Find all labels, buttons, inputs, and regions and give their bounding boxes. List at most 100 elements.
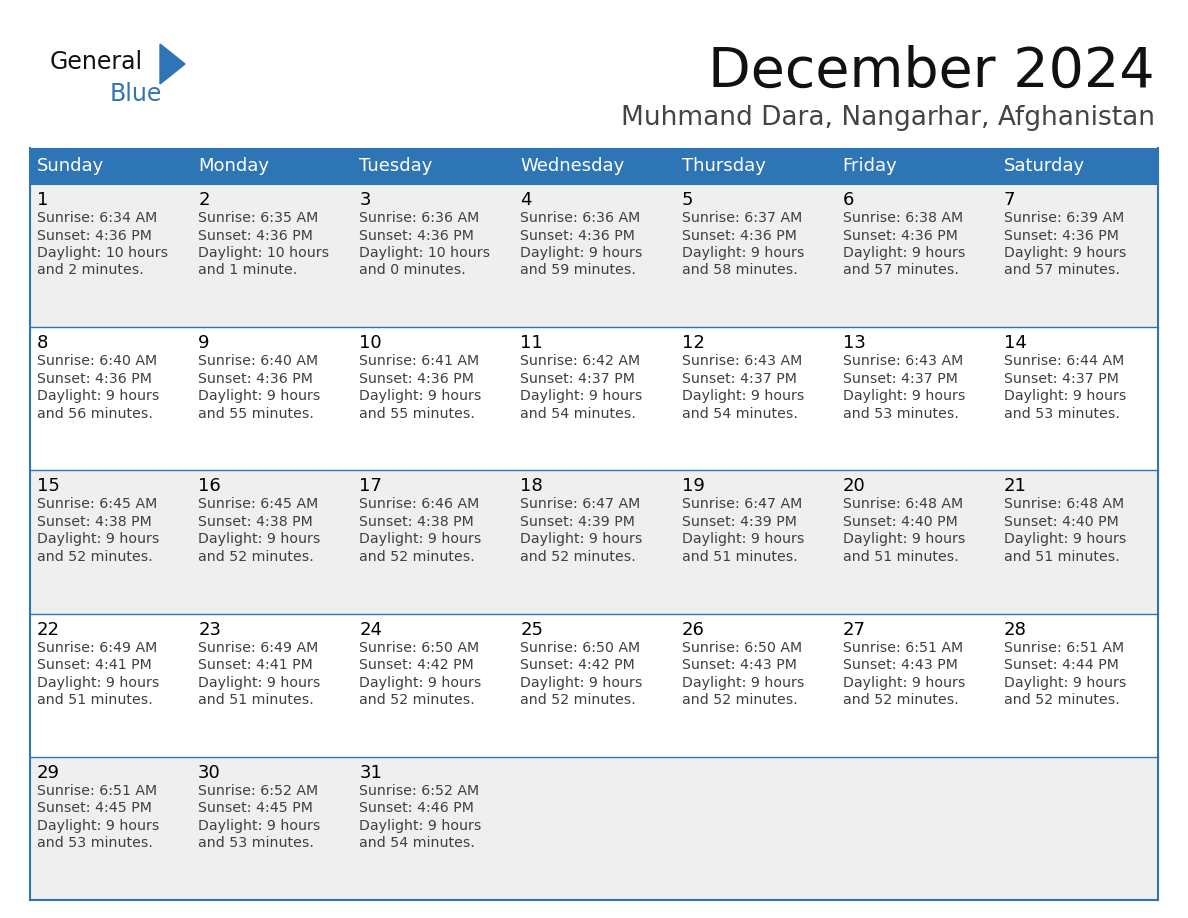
Text: Daylight: 9 hours: Daylight: 9 hours bbox=[1004, 676, 1126, 689]
Text: 11: 11 bbox=[520, 334, 543, 353]
Text: Daylight: 9 hours: Daylight: 9 hours bbox=[1004, 246, 1126, 260]
Text: Sunset: 4:36 PM: Sunset: 4:36 PM bbox=[682, 229, 796, 242]
Text: Sunrise: 6:52 AM: Sunrise: 6:52 AM bbox=[359, 784, 480, 798]
Text: Sunset: 4:36 PM: Sunset: 4:36 PM bbox=[37, 372, 152, 386]
Text: Sunset: 4:41 PM: Sunset: 4:41 PM bbox=[198, 658, 312, 672]
Text: and 52 minutes.: and 52 minutes. bbox=[520, 693, 637, 707]
Text: Sunset: 4:39 PM: Sunset: 4:39 PM bbox=[520, 515, 636, 529]
Text: Sunrise: 6:45 AM: Sunrise: 6:45 AM bbox=[198, 498, 318, 511]
Text: Wednesday: Wednesday bbox=[520, 157, 625, 175]
Bar bbox=[30, 327, 1158, 470]
Text: Sunrise: 6:48 AM: Sunrise: 6:48 AM bbox=[1004, 498, 1124, 511]
Text: 31: 31 bbox=[359, 764, 383, 782]
Text: and 54 minutes.: and 54 minutes. bbox=[682, 407, 797, 420]
Text: Sunrise: 6:47 AM: Sunrise: 6:47 AM bbox=[682, 498, 802, 511]
Text: Sunrise: 6:50 AM: Sunrise: 6:50 AM bbox=[682, 641, 802, 655]
Text: 28: 28 bbox=[1004, 621, 1026, 639]
Text: Sunset: 4:39 PM: Sunset: 4:39 PM bbox=[682, 515, 796, 529]
Text: Daylight: 9 hours: Daylight: 9 hours bbox=[842, 389, 965, 403]
Text: Thursday: Thursday bbox=[682, 157, 765, 175]
Text: and 52 minutes.: and 52 minutes. bbox=[198, 550, 314, 564]
Text: 5: 5 bbox=[682, 191, 693, 209]
Text: Daylight: 9 hours: Daylight: 9 hours bbox=[37, 389, 159, 403]
Text: Daylight: 9 hours: Daylight: 9 hours bbox=[359, 676, 481, 689]
Text: Daylight: 9 hours: Daylight: 9 hours bbox=[842, 532, 965, 546]
Text: 8: 8 bbox=[37, 334, 49, 353]
Text: Tuesday: Tuesday bbox=[359, 157, 432, 175]
Text: and 53 minutes.: and 53 minutes. bbox=[1004, 407, 1120, 420]
Text: Sunset: 4:45 PM: Sunset: 4:45 PM bbox=[37, 801, 152, 815]
Polygon shape bbox=[160, 44, 185, 84]
Text: and 51 minutes.: and 51 minutes. bbox=[198, 693, 314, 707]
Text: and 52 minutes.: and 52 minutes. bbox=[842, 693, 959, 707]
Text: 21: 21 bbox=[1004, 477, 1026, 496]
Text: Sunrise: 6:39 AM: Sunrise: 6:39 AM bbox=[1004, 211, 1124, 225]
Text: 13: 13 bbox=[842, 334, 866, 353]
Text: 1: 1 bbox=[37, 191, 49, 209]
Text: Sunrise: 6:51 AM: Sunrise: 6:51 AM bbox=[37, 784, 157, 798]
Text: Sunrise: 6:49 AM: Sunrise: 6:49 AM bbox=[198, 641, 318, 655]
Text: Sunrise: 6:43 AM: Sunrise: 6:43 AM bbox=[842, 354, 963, 368]
Text: Sunset: 4:36 PM: Sunset: 4:36 PM bbox=[359, 229, 474, 242]
Text: Sunrise: 6:44 AM: Sunrise: 6:44 AM bbox=[1004, 354, 1124, 368]
Text: 2: 2 bbox=[198, 191, 209, 209]
Text: Daylight: 9 hours: Daylight: 9 hours bbox=[37, 676, 159, 689]
Text: Daylight: 9 hours: Daylight: 9 hours bbox=[520, 246, 643, 260]
Text: Sunset: 4:41 PM: Sunset: 4:41 PM bbox=[37, 658, 152, 672]
Text: Sunset: 4:38 PM: Sunset: 4:38 PM bbox=[198, 515, 312, 529]
Text: 20: 20 bbox=[842, 477, 866, 496]
Text: Sunrise: 6:42 AM: Sunrise: 6:42 AM bbox=[520, 354, 640, 368]
Text: Sunrise: 6:37 AM: Sunrise: 6:37 AM bbox=[682, 211, 802, 225]
Text: 22: 22 bbox=[37, 621, 61, 639]
Text: Sunset: 4:36 PM: Sunset: 4:36 PM bbox=[359, 372, 474, 386]
Text: Sunrise: 6:48 AM: Sunrise: 6:48 AM bbox=[842, 498, 962, 511]
Text: Sunset: 4:36 PM: Sunset: 4:36 PM bbox=[842, 229, 958, 242]
Text: Sunrise: 6:34 AM: Sunrise: 6:34 AM bbox=[37, 211, 157, 225]
Text: Sunrise: 6:51 AM: Sunrise: 6:51 AM bbox=[842, 641, 962, 655]
Text: and 53 minutes.: and 53 minutes. bbox=[842, 407, 959, 420]
Text: and 52 minutes.: and 52 minutes. bbox=[359, 550, 475, 564]
Text: Sunrise: 6:38 AM: Sunrise: 6:38 AM bbox=[842, 211, 962, 225]
Text: Sunrise: 6:36 AM: Sunrise: 6:36 AM bbox=[359, 211, 480, 225]
Text: Daylight: 10 hours: Daylight: 10 hours bbox=[198, 246, 329, 260]
Text: Daylight: 10 hours: Daylight: 10 hours bbox=[37, 246, 169, 260]
Bar bbox=[30, 470, 1158, 613]
Text: and 55 minutes.: and 55 minutes. bbox=[198, 407, 314, 420]
Text: 10: 10 bbox=[359, 334, 381, 353]
Text: 14: 14 bbox=[1004, 334, 1026, 353]
Text: Daylight: 9 hours: Daylight: 9 hours bbox=[682, 246, 804, 260]
Text: Sunrise: 6:52 AM: Sunrise: 6:52 AM bbox=[198, 784, 318, 798]
Text: Daylight: 9 hours: Daylight: 9 hours bbox=[520, 389, 643, 403]
Text: Sunrise: 6:35 AM: Sunrise: 6:35 AM bbox=[198, 211, 318, 225]
Text: and 52 minutes.: and 52 minutes. bbox=[520, 550, 637, 564]
Text: and 52 minutes.: and 52 minutes. bbox=[682, 693, 797, 707]
Text: Daylight: 9 hours: Daylight: 9 hours bbox=[198, 532, 321, 546]
Text: Daylight: 9 hours: Daylight: 9 hours bbox=[842, 246, 965, 260]
Text: 25: 25 bbox=[520, 621, 543, 639]
Text: Daylight: 9 hours: Daylight: 9 hours bbox=[842, 676, 965, 689]
Text: Daylight: 10 hours: Daylight: 10 hours bbox=[359, 246, 491, 260]
Text: Monday: Monday bbox=[198, 157, 270, 175]
Text: 15: 15 bbox=[37, 477, 59, 496]
Text: Sunset: 4:42 PM: Sunset: 4:42 PM bbox=[359, 658, 474, 672]
Text: Sunset: 4:38 PM: Sunset: 4:38 PM bbox=[37, 515, 152, 529]
Text: Sunday: Sunday bbox=[37, 157, 105, 175]
Text: and 52 minutes.: and 52 minutes. bbox=[359, 693, 475, 707]
Text: and 1 minute.: and 1 minute. bbox=[198, 263, 297, 277]
Text: Daylight: 9 hours: Daylight: 9 hours bbox=[359, 532, 481, 546]
Bar bbox=[30, 756, 1158, 900]
Text: Sunset: 4:42 PM: Sunset: 4:42 PM bbox=[520, 658, 636, 672]
Text: 24: 24 bbox=[359, 621, 383, 639]
Text: 27: 27 bbox=[842, 621, 866, 639]
Text: 19: 19 bbox=[682, 477, 704, 496]
Text: Muhmand Dara, Nangarhar, Afghanistan: Muhmand Dara, Nangarhar, Afghanistan bbox=[621, 105, 1155, 131]
Text: 4: 4 bbox=[520, 191, 532, 209]
Text: Sunset: 4:37 PM: Sunset: 4:37 PM bbox=[1004, 372, 1119, 386]
Text: Sunset: 4:45 PM: Sunset: 4:45 PM bbox=[198, 801, 312, 815]
Text: Daylight: 9 hours: Daylight: 9 hours bbox=[682, 532, 804, 546]
Text: Daylight: 9 hours: Daylight: 9 hours bbox=[198, 389, 321, 403]
Text: Sunrise: 6:46 AM: Sunrise: 6:46 AM bbox=[359, 498, 480, 511]
Text: Daylight: 9 hours: Daylight: 9 hours bbox=[359, 389, 481, 403]
Text: Sunset: 4:40 PM: Sunset: 4:40 PM bbox=[1004, 515, 1119, 529]
Text: Sunrise: 6:50 AM: Sunrise: 6:50 AM bbox=[359, 641, 480, 655]
